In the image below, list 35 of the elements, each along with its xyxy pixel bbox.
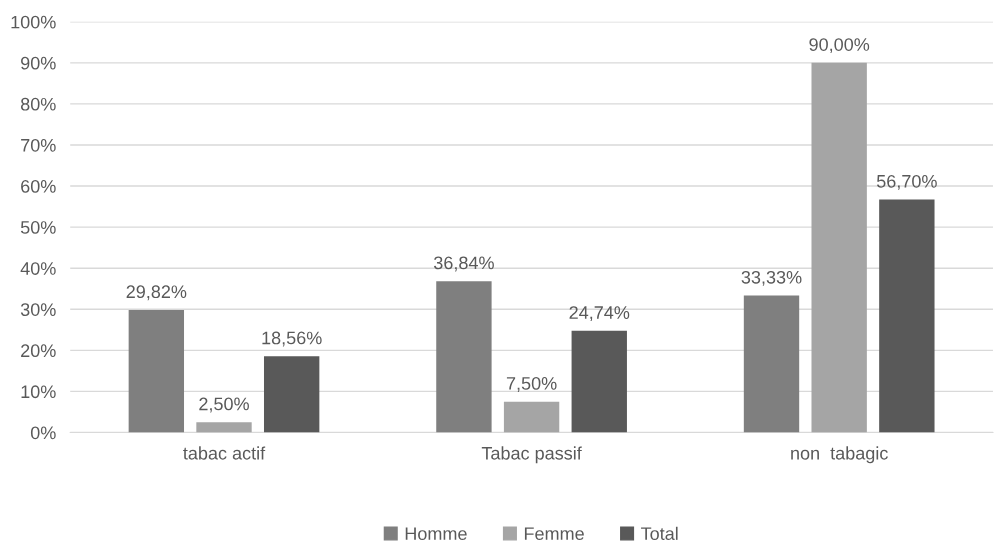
data-label: 33,33% [741, 270, 802, 286]
x-tick-label: non tabagic [791, 446, 888, 464]
data-label: 18,56% [262, 331, 322, 347]
y-tick-label: 0% [30, 426, 56, 440]
x-tick-label: Tabac passif [481, 446, 582, 464]
bar [128, 310, 185, 433]
y-tick-label: 50% [20, 221, 56, 234]
data-label: 24,74% [569, 306, 630, 322]
data-label: 90,00% [809, 38, 870, 54]
bar [503, 401, 560, 433]
bar [811, 62, 867, 433]
bar [879, 199, 935, 433]
y-tick-label: 10% [21, 385, 56, 399]
legend-label: Homme [405, 527, 467, 541]
legend-label: Femme [524, 527, 584, 541]
y-tick-label: 90% [21, 56, 56, 70]
x-tick-label: tabac actif [183, 446, 266, 460]
bar [571, 330, 627, 433]
y-tick-label: 40% [20, 262, 56, 275]
y-tick-label: 100% [11, 15, 56, 29]
data-label: 29,82% [126, 285, 187, 301]
bar [436, 281, 492, 433]
y-tick-label: 70% [21, 138, 56, 152]
y-tick-label: 20% [21, 344, 56, 358]
legend-label: Total [641, 526, 678, 541]
data-label: 2,50% [199, 397, 249, 413]
bar [743, 295, 800, 433]
y-tick-label: 60% [21, 179, 56, 193]
bar [196, 422, 252, 433]
y-tick-label: 30% [20, 303, 56, 316]
data-label: 56,70% [876, 174, 937, 190]
y-tick-label: 80% [20, 97, 56, 111]
data-label: 36,84% [433, 256, 494, 272]
bar [263, 356, 320, 433]
data-label: 7,50% [506, 376, 557, 392]
